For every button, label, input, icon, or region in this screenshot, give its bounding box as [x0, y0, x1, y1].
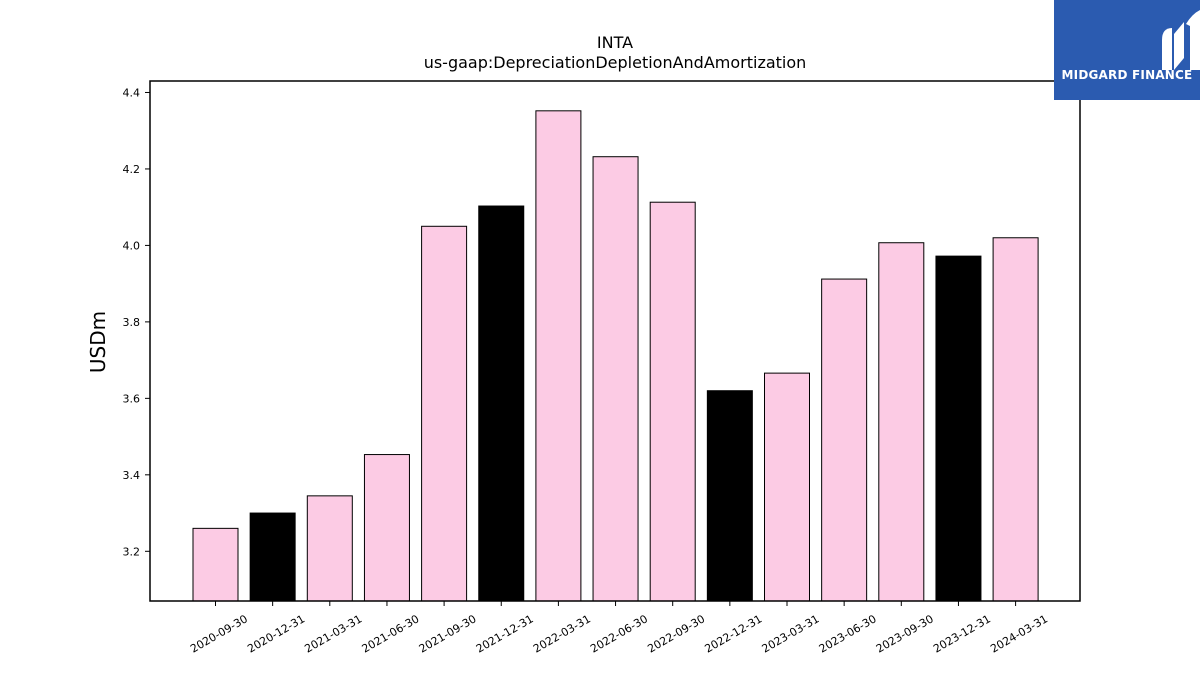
- midgard-m-icon: [1162, 10, 1200, 70]
- bar: [706, 390, 753, 602]
- bar: [363, 454, 410, 602]
- x-tick-label: 2021-06-30: [360, 612, 422, 655]
- bar: [935, 255, 982, 602]
- x-tick-label: 2024-03-31: [988, 612, 1050, 655]
- bar: [249, 512, 296, 602]
- bar: [878, 242, 925, 602]
- y-tick-label: 4.0: [123, 239, 141, 252]
- y-tick-label: 3.2: [123, 545, 141, 558]
- chart-title: INTA: [597, 33, 633, 52]
- bar: [535, 110, 582, 602]
- y-tick-label: 4.4: [123, 86, 141, 99]
- x-tick-label: 2023-12-31: [931, 612, 993, 655]
- x-tick-label: 2022-03-31: [531, 612, 593, 655]
- x-tick-label: 2022-12-31: [702, 612, 764, 655]
- x-tick-label: 2022-09-30: [645, 612, 707, 655]
- x-tick-label: 2023-09-30: [874, 612, 936, 655]
- x-tick-label: 2023-06-30: [817, 612, 879, 655]
- x-tick-label: 2023-03-31: [760, 612, 822, 655]
- bar: [992, 237, 1039, 602]
- x-tick-label: 2021-12-31: [474, 612, 536, 655]
- bar: [306, 495, 353, 602]
- bar: [821, 278, 868, 602]
- bar: [764, 372, 810, 602]
- x-tick-label: 2021-03-31: [302, 612, 364, 655]
- x-axis: 2020-09-302020-12-312021-03-312021-06-30…: [188, 601, 1050, 656]
- bar: [421, 225, 468, 602]
- y-axis: 3.2 3.4 3.6 3.8 4.0 4.2 4.4: [123, 86, 150, 558]
- chart-subtitle: us-gaap:DepreciationDepletionAndAmortiza…: [424, 53, 807, 72]
- brand-name: MIDGARD FINANCE: [1061, 68, 1193, 82]
- bar: [649, 201, 696, 602]
- y-tick-label: 3.4: [123, 469, 141, 482]
- y-tick-label: 3.8: [123, 316, 141, 329]
- y-tick-label: 4.2: [123, 163, 141, 176]
- bars-group: [192, 110, 1039, 602]
- brand-logo: MIDGARD FINANCE: [1054, 0, 1200, 100]
- x-tick-label: 2021-09-30: [417, 612, 479, 655]
- x-tick-label: 2020-12-31: [245, 612, 307, 655]
- plot-frame: [149, 80, 1081, 602]
- bar: [192, 527, 239, 602]
- bar: [478, 205, 525, 602]
- x-tick-label: 2020-09-30: [188, 612, 250, 655]
- y-axis-label: USDm: [86, 311, 110, 373]
- x-tick-label: 2022-06-30: [588, 612, 650, 655]
- y-tick-label: 3.6: [123, 392, 141, 405]
- bar: [592, 156, 639, 602]
